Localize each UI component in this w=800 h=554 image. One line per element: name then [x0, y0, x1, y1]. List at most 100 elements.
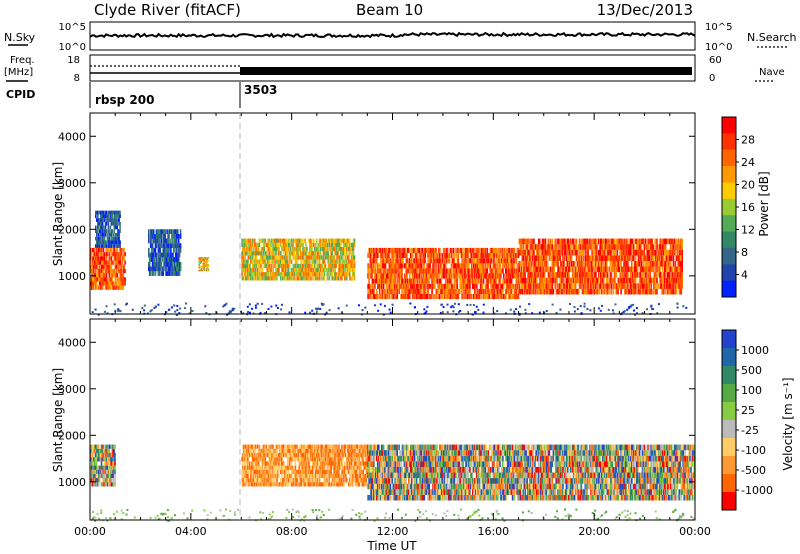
power-cell — [207, 267, 209, 268]
power-cell — [522, 244, 524, 250]
power-cell — [108, 222, 110, 226]
power-cell — [626, 289, 628, 295]
power-cell — [384, 274, 386, 279]
power-cell — [474, 258, 476, 263]
power-cell — [649, 272, 651, 278]
power-cell — [199, 263, 201, 264]
power-cell — [100, 273, 102, 277]
power-cell — [670, 283, 672, 289]
velocity-cell — [114, 470, 116, 474]
power-cell — [367, 294, 369, 299]
power-cell — [593, 267, 595, 273]
power-cell — [395, 263, 397, 268]
power-cell — [635, 255, 637, 261]
power-cell — [206, 268, 208, 269]
power-cell — [171, 229, 173, 234]
power-cell — [576, 267, 578, 273]
power-cell — [341, 255, 343, 259]
power-cell — [486, 274, 488, 279]
power-cell — [499, 263, 501, 268]
power-cell — [98, 233, 100, 237]
power-cell — [596, 261, 598, 267]
power-cell — [434, 268, 436, 273]
power-cell — [259, 243, 261, 247]
velocity-cell — [114, 461, 116, 465]
power-speckle — [257, 303, 259, 305]
power-cell — [614, 239, 616, 245]
power-speckle — [466, 304, 468, 306]
power-cell — [603, 239, 605, 245]
velocity-cell — [101, 461, 103, 465]
power-cell — [122, 286, 124, 290]
velocity-cell — [107, 482, 109, 486]
power-speckle — [204, 305, 206, 307]
power-cell — [609, 289, 611, 295]
velocity-cell — [108, 470, 110, 474]
power-cell — [331, 243, 333, 247]
power-cell — [353, 247, 355, 251]
power-speckle — [380, 303, 382, 305]
power-speckle — [233, 308, 235, 310]
power-cell — [380, 263, 382, 268]
power-cell — [99, 265, 101, 269]
power-cell — [383, 253, 385, 258]
power-cell — [313, 239, 315, 243]
power-cell — [180, 243, 182, 248]
power-cell — [114, 244, 116, 248]
power-cell — [343, 255, 345, 259]
power-cell — [431, 289, 433, 294]
power-speckle — [268, 308, 270, 310]
power-cell — [270, 243, 272, 247]
power-cell — [177, 229, 179, 234]
power-cell — [169, 271, 171, 276]
velocity-cell — [264, 445, 266, 449]
power-cell — [352, 268, 354, 272]
power-cell — [469, 274, 471, 279]
power-cell — [591, 250, 593, 256]
power-cell — [665, 272, 667, 278]
power-cell — [453, 248, 455, 253]
power-cell — [156, 243, 158, 248]
power-cell — [295, 276, 297, 280]
power-cell — [563, 261, 565, 267]
power-speckle — [496, 310, 498, 312]
power-cell — [103, 211, 105, 215]
power-cell — [198, 267, 200, 268]
power-cell — [311, 276, 313, 280]
power-cell — [654, 267, 656, 273]
power-cell — [368, 268, 370, 273]
power-speckle — [677, 307, 679, 309]
power-cell — [100, 261, 102, 265]
power-speckle — [476, 306, 478, 308]
power-cell — [382, 248, 384, 253]
power-speckle — [552, 304, 554, 306]
power-cell — [567, 261, 569, 267]
power-cell — [616, 267, 618, 273]
power-cell — [109, 261, 111, 265]
power-cell — [335, 272, 337, 276]
power-cell — [672, 267, 674, 273]
power-cell — [444, 274, 446, 279]
power-cell — [208, 266, 210, 267]
power-speckle — [364, 307, 366, 309]
power-cell — [180, 267, 182, 272]
velocity-cell — [108, 482, 110, 486]
power-cell — [354, 268, 356, 272]
power-cell — [444, 248, 446, 253]
power-cell — [539, 250, 541, 256]
power-colorbar-tick-label: 12 — [741, 224, 755, 237]
power-cell — [442, 294, 444, 299]
power-speckle — [321, 303, 323, 305]
power-speckle — [477, 309, 479, 311]
power-cell — [106, 286, 108, 290]
power-cell — [119, 226, 121, 230]
power-cell — [258, 247, 260, 251]
power-cell — [495, 268, 497, 273]
power-cell — [264, 255, 266, 259]
power-cell — [548, 239, 550, 245]
power-cell — [471, 263, 473, 268]
power-cell — [241, 272, 243, 276]
power-cell — [462, 253, 464, 258]
power-cell — [407, 258, 409, 263]
power-cell — [392, 284, 394, 289]
